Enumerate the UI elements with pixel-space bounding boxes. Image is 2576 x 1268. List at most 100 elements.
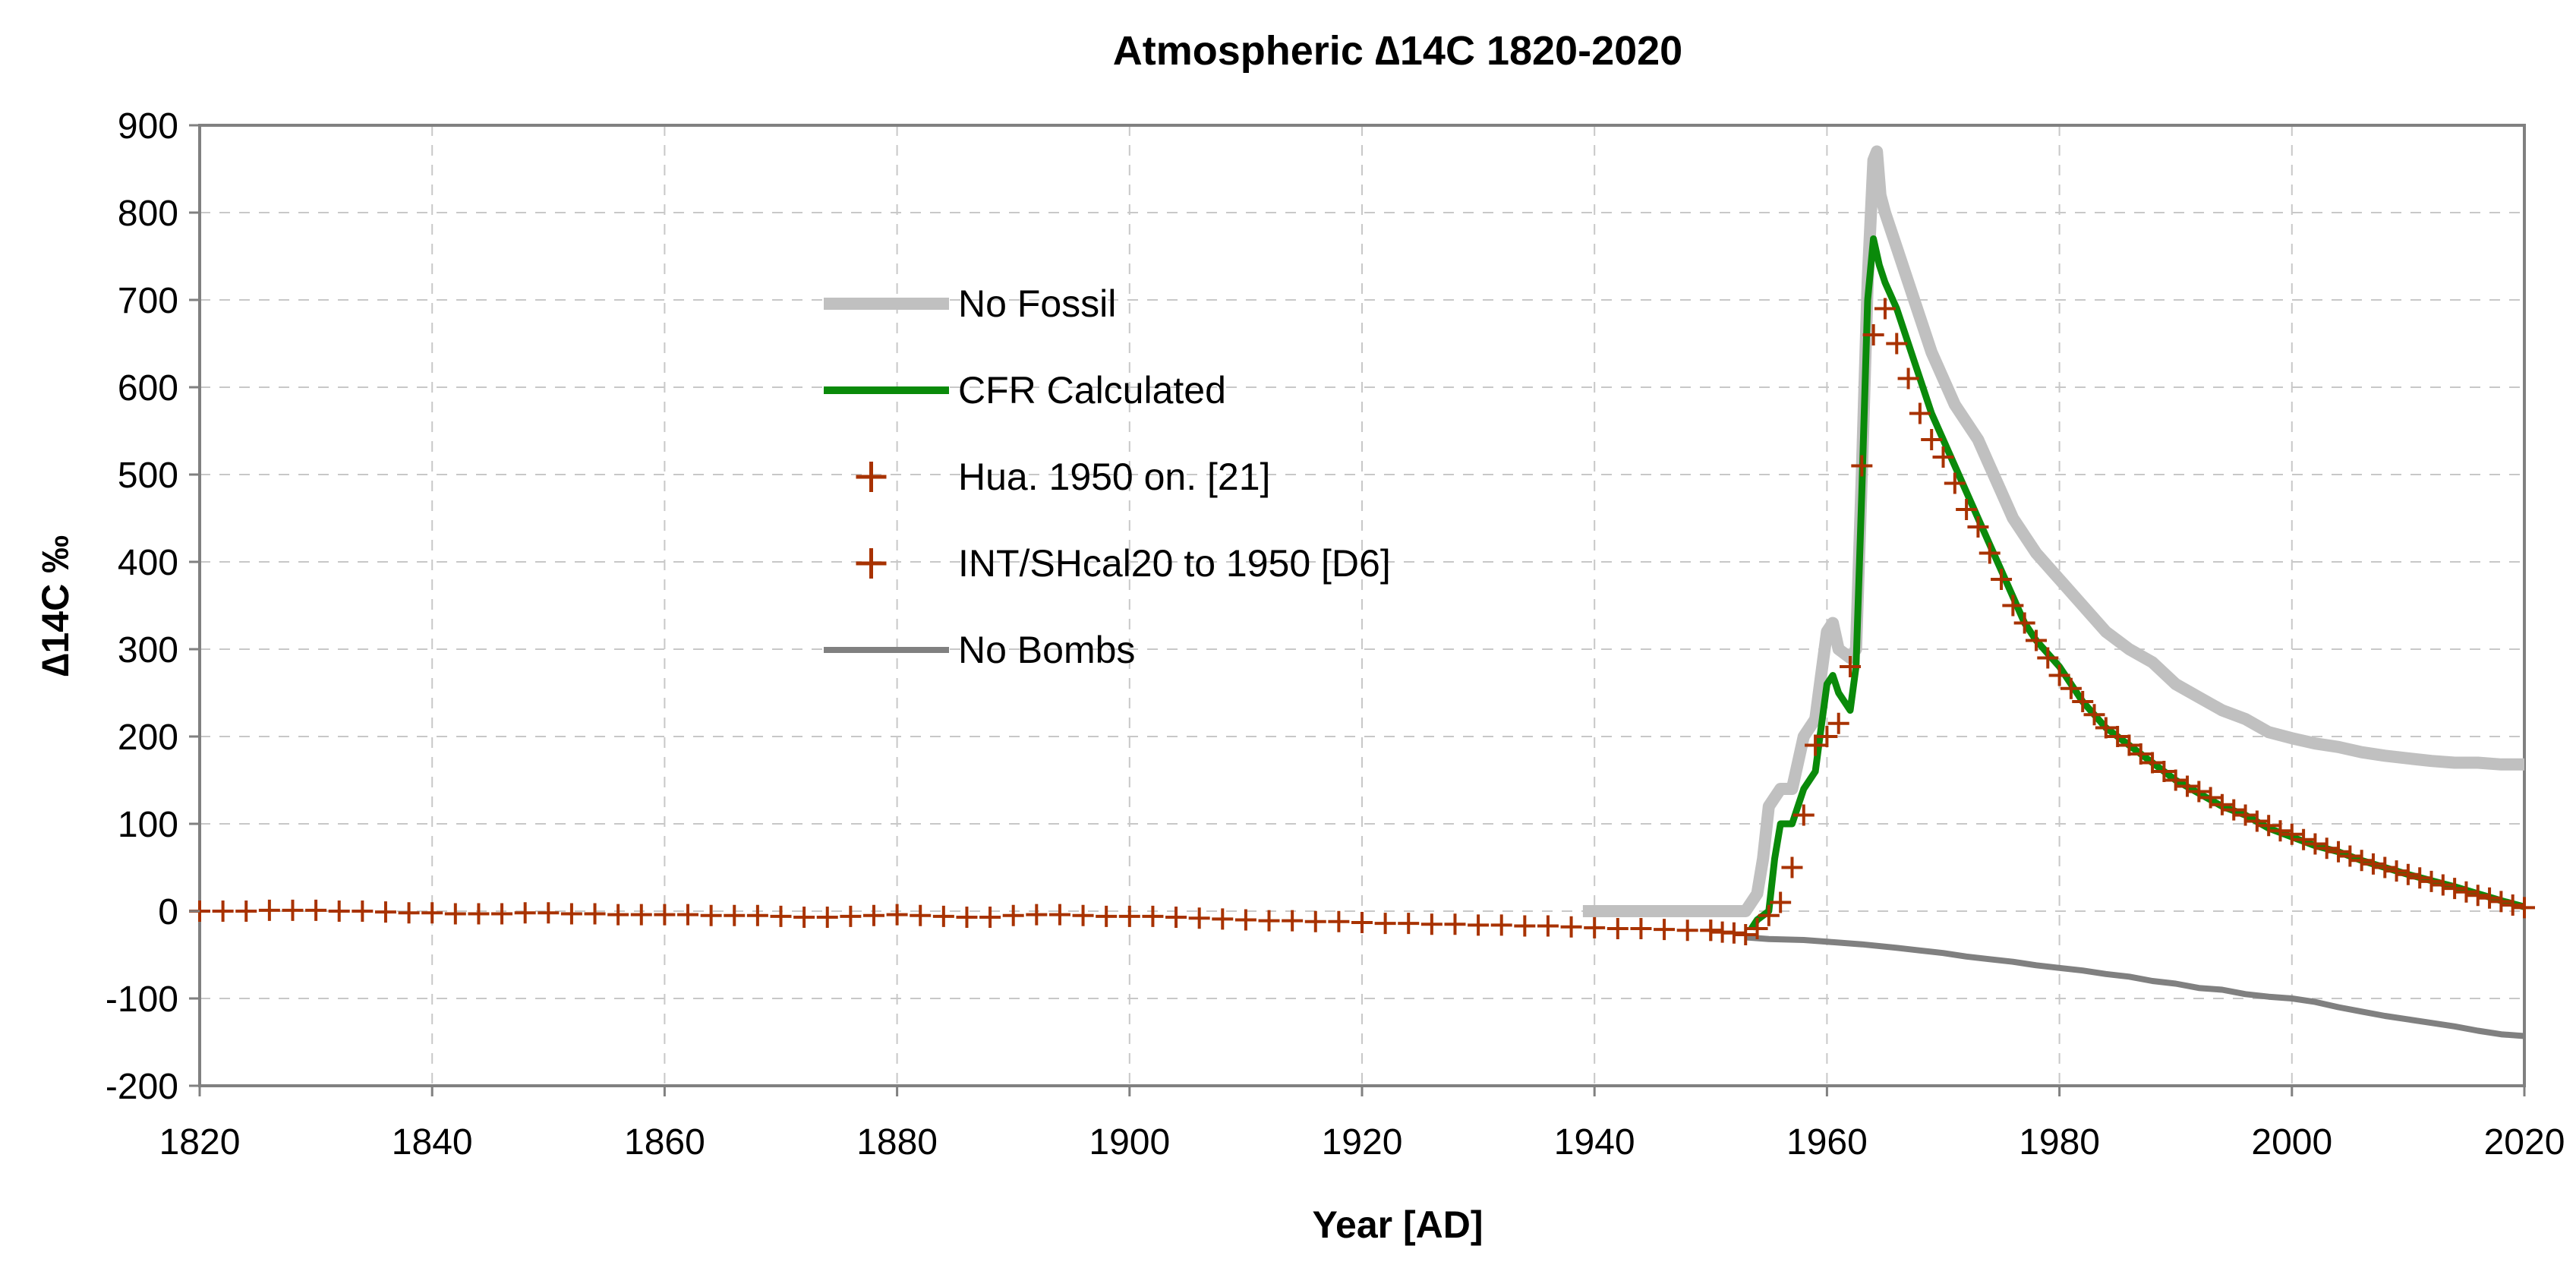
data-point-marker bbox=[1096, 905, 1118, 927]
data-point-marker bbox=[1514, 915, 1536, 937]
data-point-marker bbox=[1851, 455, 1873, 477]
data-point-marker bbox=[1967, 516, 1989, 538]
data-point-marker bbox=[862, 904, 884, 926]
data-point-marker bbox=[305, 899, 327, 921]
data-point-marker bbox=[2467, 885, 2489, 907]
data-point-marker bbox=[1258, 910, 1280, 932]
series-layer bbox=[189, 145, 2535, 1039]
data-point-marker bbox=[816, 907, 838, 929]
data-point-marker bbox=[1026, 904, 1048, 926]
data-point-marker bbox=[235, 901, 257, 922]
data-point-marker bbox=[1630, 918, 1652, 939]
data-point-marker bbox=[2199, 787, 2221, 809]
data-point-marker bbox=[1781, 856, 1803, 878]
data-point-marker bbox=[560, 903, 582, 925]
data-point-marker bbox=[1188, 907, 1210, 929]
data-point-marker bbox=[444, 903, 466, 925]
data-point-marker bbox=[1840, 656, 1862, 677]
x-tick-label: 1820 bbox=[159, 1122, 241, 1162]
series-line-no-bombs bbox=[1745, 934, 2525, 1039]
legend-label: CFR Calculated bbox=[958, 369, 1226, 412]
data-point-marker bbox=[212, 901, 234, 922]
data-point-marker bbox=[2188, 781, 2210, 803]
legend-item-hua-1950-on-21: Hua. 1950 on. [21] bbox=[856, 456, 1270, 498]
data-point-marker bbox=[1234, 909, 1256, 931]
data-point-marker bbox=[2362, 853, 2384, 875]
data-point-marker bbox=[1304, 910, 1326, 932]
chart-title: Atmospheric ∆14C 1820-2020 bbox=[1113, 28, 1682, 74]
data-point-marker bbox=[1165, 907, 1187, 929]
data-point-marker bbox=[1444, 913, 1466, 935]
y-tick-label: 300 bbox=[118, 630, 178, 670]
data-point-marker bbox=[2118, 734, 2140, 756]
data-point-marker bbox=[352, 901, 374, 922]
data-point-marker bbox=[421, 902, 443, 924]
data-point-marker bbox=[1282, 910, 1304, 932]
data-point-marker bbox=[2072, 691, 2094, 712]
y-tick-label: 200 bbox=[118, 718, 178, 758]
y-tick-label: 100 bbox=[118, 805, 178, 845]
data-point-marker bbox=[2281, 823, 2303, 845]
data-point-marker bbox=[2293, 828, 2315, 850]
data-point-marker bbox=[2095, 717, 2117, 739]
data-point-marker bbox=[2107, 726, 2129, 747]
data-point-marker bbox=[1490, 914, 1512, 936]
data-point-marker bbox=[2374, 856, 2396, 878]
data-point-marker bbox=[1770, 891, 1792, 913]
data-point-marker bbox=[1048, 904, 1070, 926]
data-point-marker bbox=[2328, 841, 2350, 863]
y-tick-label: 600 bbox=[118, 368, 178, 408]
data-point-marker bbox=[258, 899, 280, 921]
data-point-marker bbox=[468, 903, 490, 925]
data-point-marker bbox=[1676, 919, 1698, 942]
y-axis-title: ∆14C ‰ bbox=[34, 535, 77, 677]
data-point-marker bbox=[1654, 919, 1676, 941]
data-point-marker bbox=[1979, 542, 2001, 564]
data-point-marker bbox=[2037, 647, 2059, 669]
data-point-marker bbox=[956, 907, 978, 929]
data-point-marker bbox=[1723, 922, 1745, 944]
data-point-marker bbox=[1932, 446, 1954, 468]
series-markers-hua-1950-on-21 bbox=[1700, 298, 2535, 946]
data-point-marker bbox=[2444, 878, 2466, 900]
legend-label: Hua. 1950 on. [21] bbox=[958, 456, 1270, 498]
y-tick-label: 900 bbox=[118, 106, 178, 147]
legend-label: INT/SHcal20 to 1950 [D6] bbox=[958, 542, 1391, 585]
data-point-marker bbox=[2142, 752, 2164, 774]
legend-label: No Fossil bbox=[958, 282, 1116, 325]
data-point-marker bbox=[328, 901, 350, 922]
data-point-marker bbox=[1468, 914, 1490, 936]
data-point-marker bbox=[979, 907, 1001, 929]
data-point-marker bbox=[2479, 887, 2501, 909]
legend-item-no-bombs: No Bombs bbox=[824, 629, 1135, 671]
x-axis-ticks: 1820 1840 1860 1880 1900 1920 1940 1960 1980 2000… bbox=[159, 1086, 2565, 1162]
y-tick-label: -100 bbox=[106, 979, 178, 1020]
data-point-marker bbox=[2351, 850, 2373, 872]
data-point-marker bbox=[724, 904, 746, 926]
data-point-marker bbox=[2409, 867, 2431, 889]
data-point-marker bbox=[1991, 569, 2013, 590]
data-point-marker bbox=[1758, 904, 1780, 926]
x-tick-label: 1940 bbox=[1554, 1122, 1635, 1162]
data-point-marker bbox=[1700, 919, 1722, 942]
x-tick-label: 2000 bbox=[2251, 1122, 2332, 1162]
data-point-marker bbox=[1212, 908, 1234, 930]
data-point-marker bbox=[770, 905, 792, 927]
data-point-marker bbox=[1328, 910, 1350, 932]
x-tick-label: 1960 bbox=[1786, 1122, 1868, 1162]
data-point-marker bbox=[1072, 904, 1094, 926]
data-point-marker bbox=[1874, 298, 1896, 320]
data-point-marker bbox=[1118, 905, 1140, 927]
data-point-marker bbox=[1584, 916, 1606, 938]
data-point-marker bbox=[607, 904, 629, 926]
data-point-marker bbox=[1792, 804, 1815, 826]
data-point-marker bbox=[1606, 918, 1629, 939]
data-point-marker bbox=[700, 904, 722, 926]
data-point-marker bbox=[1560, 916, 1582, 938]
data-point-marker bbox=[2025, 629, 2047, 651]
data-point-marker bbox=[2013, 612, 2035, 634]
y-tick-label: 800 bbox=[118, 194, 178, 234]
x-tick-label: 1860 bbox=[624, 1122, 705, 1162]
x-tick-label: 1980 bbox=[2019, 1122, 2100, 1162]
